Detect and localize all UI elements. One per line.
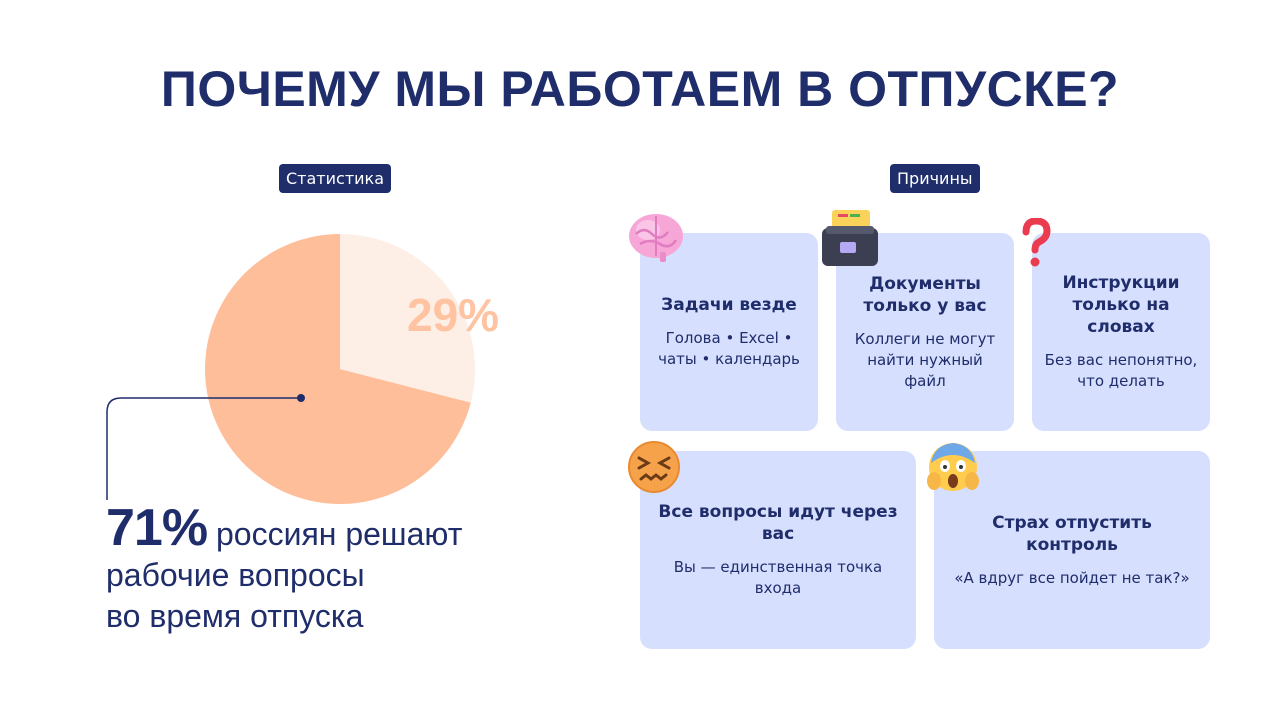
card-title: Документы только у вас [863, 273, 987, 316]
card-text: Без вас непонятно, что делать [1044, 351, 1198, 390]
leader-dot [297, 394, 305, 402]
confounded-face-icon [628, 441, 680, 493]
card-text: Голова • Excel • чаты • календарь [658, 329, 800, 368]
statistics-label: Статистика [279, 164, 391, 193]
file-box-icon [822, 210, 878, 266]
card-title: Задачи везде [661, 295, 797, 315]
reason-card-tasks: Задачи везде Голова • Excel • чаты • кал… [640, 233, 818, 431]
card-text: Коллеги не могут найти нужный файл [854, 329, 996, 390]
stat-percent: 71% [106, 499, 208, 557]
pie-slice-29 [340, 234, 475, 403]
stat-line1: россиян решают [215, 516, 463, 552]
pie-slice-71 [204, 234, 471, 505]
stat-line2: рабочие вопросы [106, 557, 365, 593]
reasons-label: Причины [890, 164, 980, 193]
brain-icon [629, 214, 683, 262]
pie-label-29: 29% [407, 289, 500, 341]
reason-card-instructions: Инструкции только на словах Без вас непо… [1032, 233, 1210, 431]
stat-line3: во время отпуска [106, 598, 364, 634]
card-title: Все вопросы идут через вас [658, 502, 898, 544]
card-text: «А вдруг все пойдет не так?» [954, 568, 1190, 587]
question-mark-icon [1022, 218, 1051, 267]
reason-card-control: Страх отпустить контроль «А вдруг все по… [934, 451, 1210, 649]
stat-text: 71% россиян решают рабочие вопросы во вр… [106, 502, 566, 637]
card-text: Вы — единственная точка входа [673, 558, 883, 597]
pie-chart [204, 234, 475, 505]
card-title: Страх отпустить контроль [992, 512, 1152, 555]
reason-card-questions: Все вопросы идут через вас Вы — единстве… [640, 451, 916, 649]
card-title: Инструкции только на словах [1062, 273, 1180, 337]
page-title: ПОЧЕМУ МЫ РАБОТАЕМ В ОТПУСКЕ? [160, 61, 1120, 117]
leader-line [106, 394, 305, 500]
screaming-face-icon [927, 443, 979, 491]
